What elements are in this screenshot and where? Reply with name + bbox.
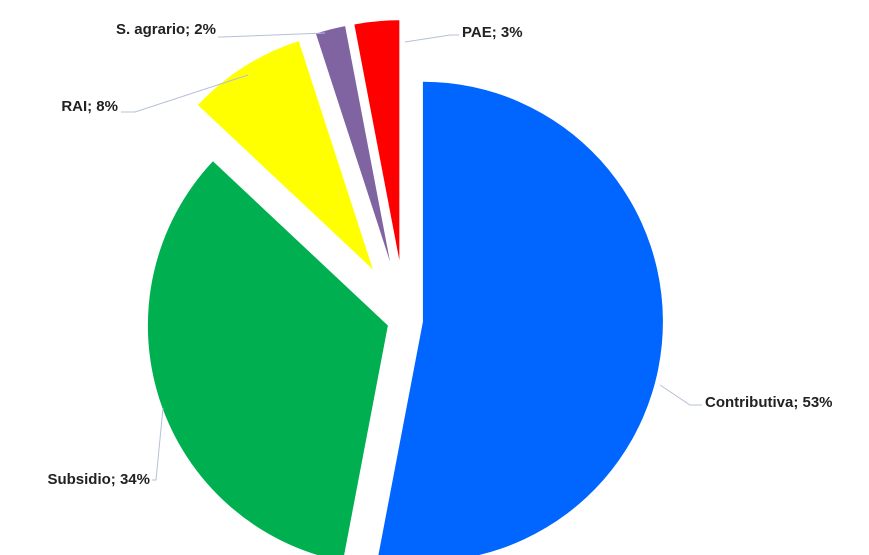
- data-label: RAI; 8%: [61, 98, 118, 115]
- leader-line: [218, 32, 326, 38]
- data-label: Contributiva; 53%: [705, 394, 833, 411]
- data-label: PAE; 3%: [462, 24, 523, 41]
- leader-line: [152, 407, 164, 481]
- pie-slice: [315, 26, 391, 262]
- pie-slice: [197, 41, 373, 270]
- leader-line: [659, 384, 702, 406]
- data-label: Subsidio; 34%: [47, 471, 150, 488]
- leader-line: [404, 34, 459, 43]
- pie-slice: [147, 161, 388, 555]
- leader-line: [121, 74, 249, 113]
- pie-slice: [378, 81, 663, 555]
- data-label: S. agrario; 2%: [116, 21, 216, 38]
- pie-slice: [354, 20, 400, 261]
